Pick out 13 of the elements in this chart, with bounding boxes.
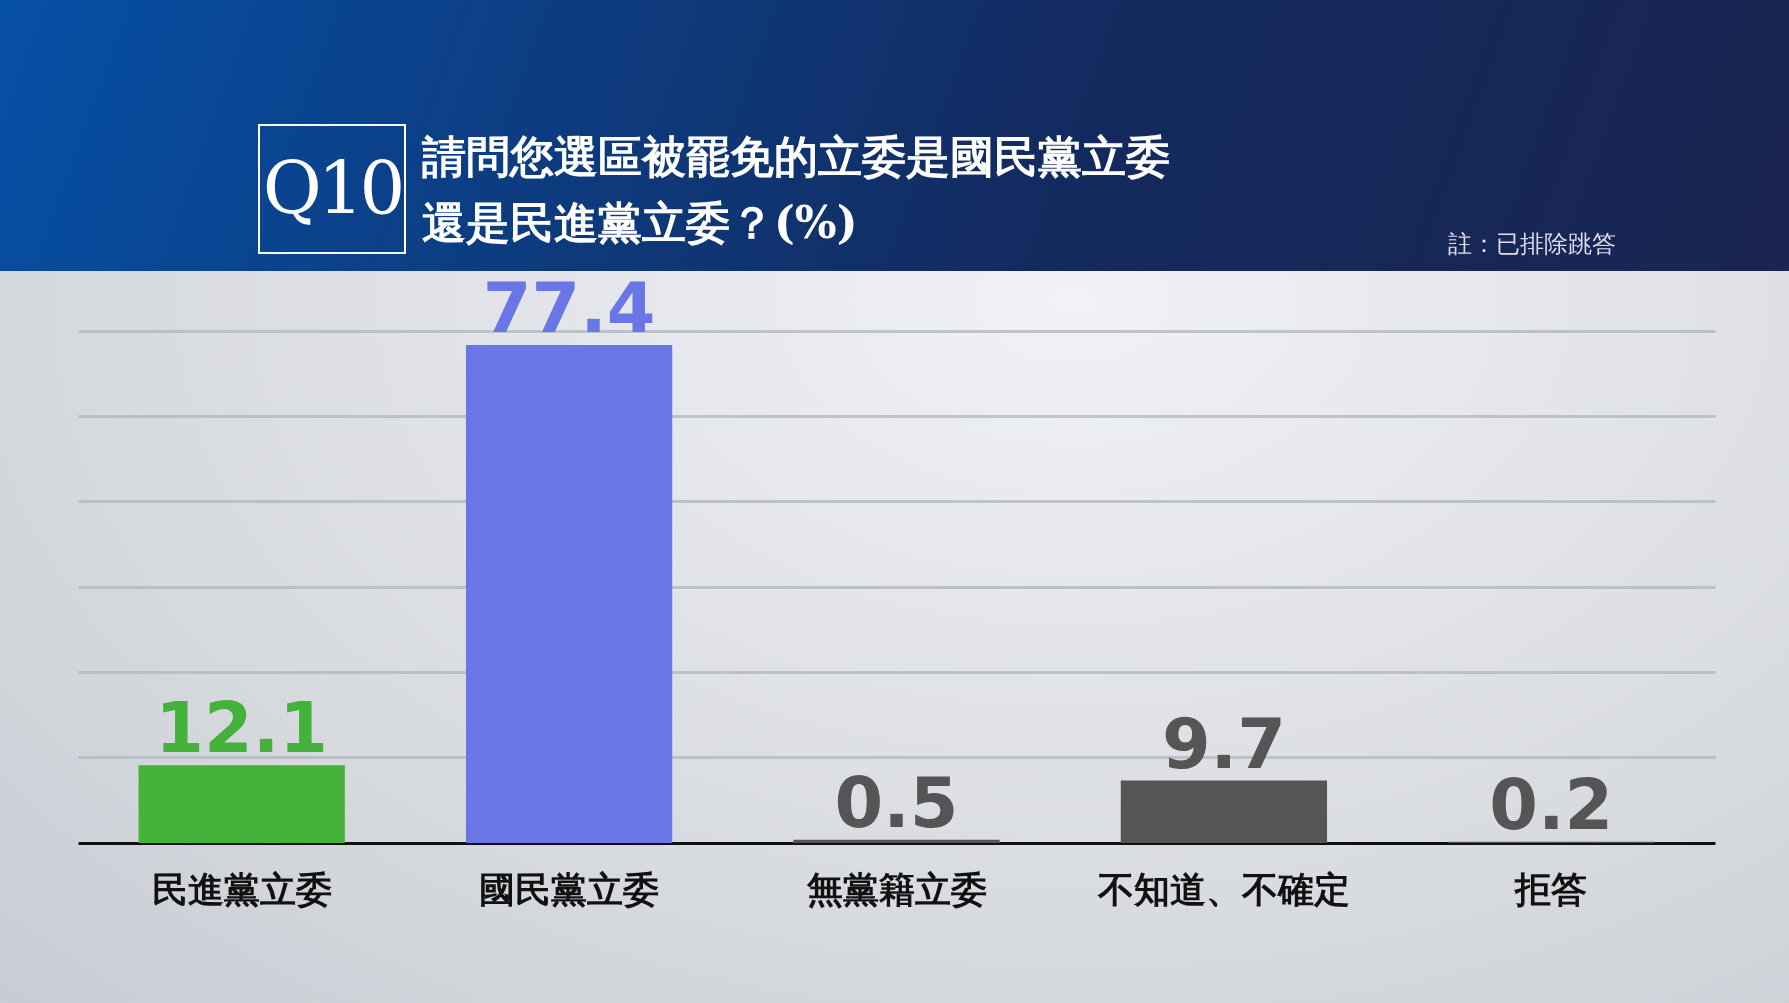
- x-tick-label: 不知道、不確定: [1096, 868, 1350, 910]
- x-tick-label: 民進黨立委: [151, 868, 332, 910]
- data-label: 0.2: [1489, 763, 1614, 846]
- text: Q10: [258, 124, 406, 254]
- data-label: 0.5: [834, 761, 959, 844]
- chart-title: 請問您選區被罷免的立委是國民黨立委還是民進黨立委？(%): [422, 130, 1171, 250]
- x-tick-label: 無黨籍立委: [805, 868, 987, 910]
- text: 註：已排除跳答: [1448, 229, 1616, 260]
- data-label: 9.7: [1161, 702, 1286, 785]
- data-label: 12.1: [155, 687, 329, 770]
- x-tick-label: 拒答: [1513, 868, 1588, 910]
- data-label: 77.4: [482, 266, 656, 349]
- x-tick-label: 國民黨立委: [479, 868, 660, 910]
